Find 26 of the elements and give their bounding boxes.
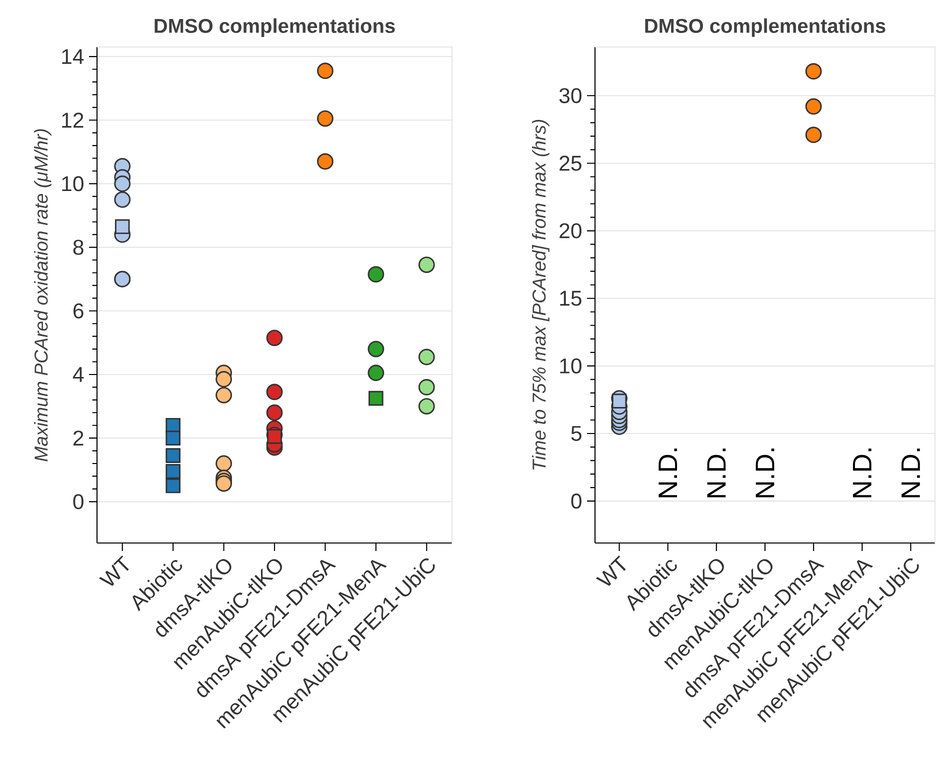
y-tick-label: 10 (62, 176, 84, 192)
chart-title: DMSO complementations (154, 18, 395, 37)
annotation: N.D. (756, 448, 774, 498)
y-tick-label: 5 (571, 426, 582, 441)
y-tick-label: 25 (560, 156, 582, 171)
annotation: N.D. (902, 448, 920, 498)
y-axis-title: Maximum PCAred oxidation rate (μM/hr) (34, 129, 52, 462)
y-tick-label: 8 (73, 240, 84, 255)
annotation: N.D. (852, 448, 872, 498)
y-tick-label: 6 (74, 303, 84, 318)
y-tick-label: 10 (560, 358, 582, 374)
annotation: N.D. (707, 448, 726, 498)
y-tick-label: 14 (62, 49, 84, 64)
y-tick-label: 12 (62, 112, 84, 128)
x-tick-label: WT (98, 555, 129, 586)
y-tick-label: 15 (560, 290, 582, 306)
y-tick-label: 0 (73, 494, 84, 510)
x-tick-label: WT (596, 555, 626, 586)
chart-title: DMSO complementations (645, 18, 886, 37)
annotation: N.D. (658, 448, 678, 498)
y-tick-label: 30 (559, 88, 582, 104)
y-axis-title: Time to 75% max [PCAred] from max (hrs) (532, 120, 550, 470)
y-tick-label: 4 (72, 367, 84, 382)
y-tick-label: 20 (560, 223, 582, 238)
y-tick-label: 0 (571, 494, 582, 509)
y-tick-label: 2 (74, 430, 84, 446)
